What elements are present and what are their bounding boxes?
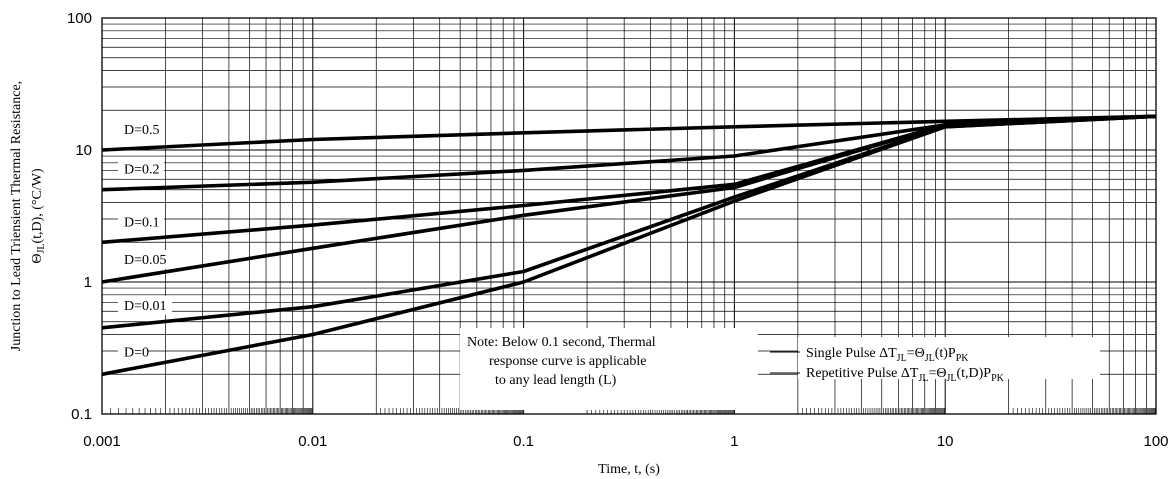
legend-repetitive-pulse: Repetitive Pulse ΔTJL=ΘJL(t,D)PPK <box>806 366 1005 384</box>
y-tick-label: 10 <box>75 142 92 159</box>
tick-labels: 0.001 0.01 0.1 1 10 100 0.1 1 10 100 <box>67 10 1169 450</box>
series-line-0 <box>101 114 1157 152</box>
series-labels: D=0.5 D=0.2 D=0.1 D=0.05 D=0.01 D=0 <box>124 123 167 360</box>
x-tick-label: 0.001 <box>83 433 121 450</box>
series-label-bg-2 <box>118 212 164 232</box>
series-label-4: D=0.01 <box>124 299 167 314</box>
series-label-2: D=0.1 <box>124 215 160 230</box>
note-line-2: response curve is applicable <box>489 354 646 369</box>
x-tick-label: 1 <box>730 433 738 450</box>
series-label-backgrounds <box>118 120 172 362</box>
legend-single-pulse: Single Pulse ΔTJL=ΘJL(t)PPK <box>806 346 969 364</box>
y-tick-label: 0.1 <box>71 406 92 423</box>
x-tick-label: 0.01 <box>298 433 327 450</box>
series-lines <box>101 114 1157 377</box>
series-label-3: D=0.05 <box>124 253 167 268</box>
x-tick-label: 10 <box>937 433 954 450</box>
y-axis-title-line-2: ΘJL(t,D), (°C/W) <box>30 168 47 264</box>
note-line-1: Note: Below 0.1 second, Thermal <box>467 335 656 350</box>
y-tick-label: 100 <box>67 10 92 27</box>
series-line-5 <box>101 114 1157 377</box>
plot-frame <box>101 17 1157 415</box>
note-line-3: to any lead length (L) <box>495 373 617 388</box>
x-tick-label: 100 <box>1143 433 1168 450</box>
x-axis-title: Time, t, (s) <box>598 462 660 477</box>
note-box-bg <box>460 328 758 410</box>
series-label-bg-4 <box>118 295 172 315</box>
y-axis-title-line-1: Junction to Lead Triensient Thermal Resi… <box>9 81 24 351</box>
x-tick-label: 0.1 <box>513 433 534 450</box>
series-label-bg-3 <box>118 250 172 269</box>
series-label-bg-0 <box>118 120 164 139</box>
series-label-1: D=0.2 <box>124 163 160 178</box>
series-label-5: D=0 <box>124 345 149 360</box>
y-tick-label: 1 <box>84 274 92 291</box>
series-label-bg-1 <box>118 159 164 179</box>
series-label-0: D=0.5 <box>124 123 160 138</box>
legend-bg <box>798 337 1100 379</box>
series-label-bg-5 <box>118 342 148 362</box>
